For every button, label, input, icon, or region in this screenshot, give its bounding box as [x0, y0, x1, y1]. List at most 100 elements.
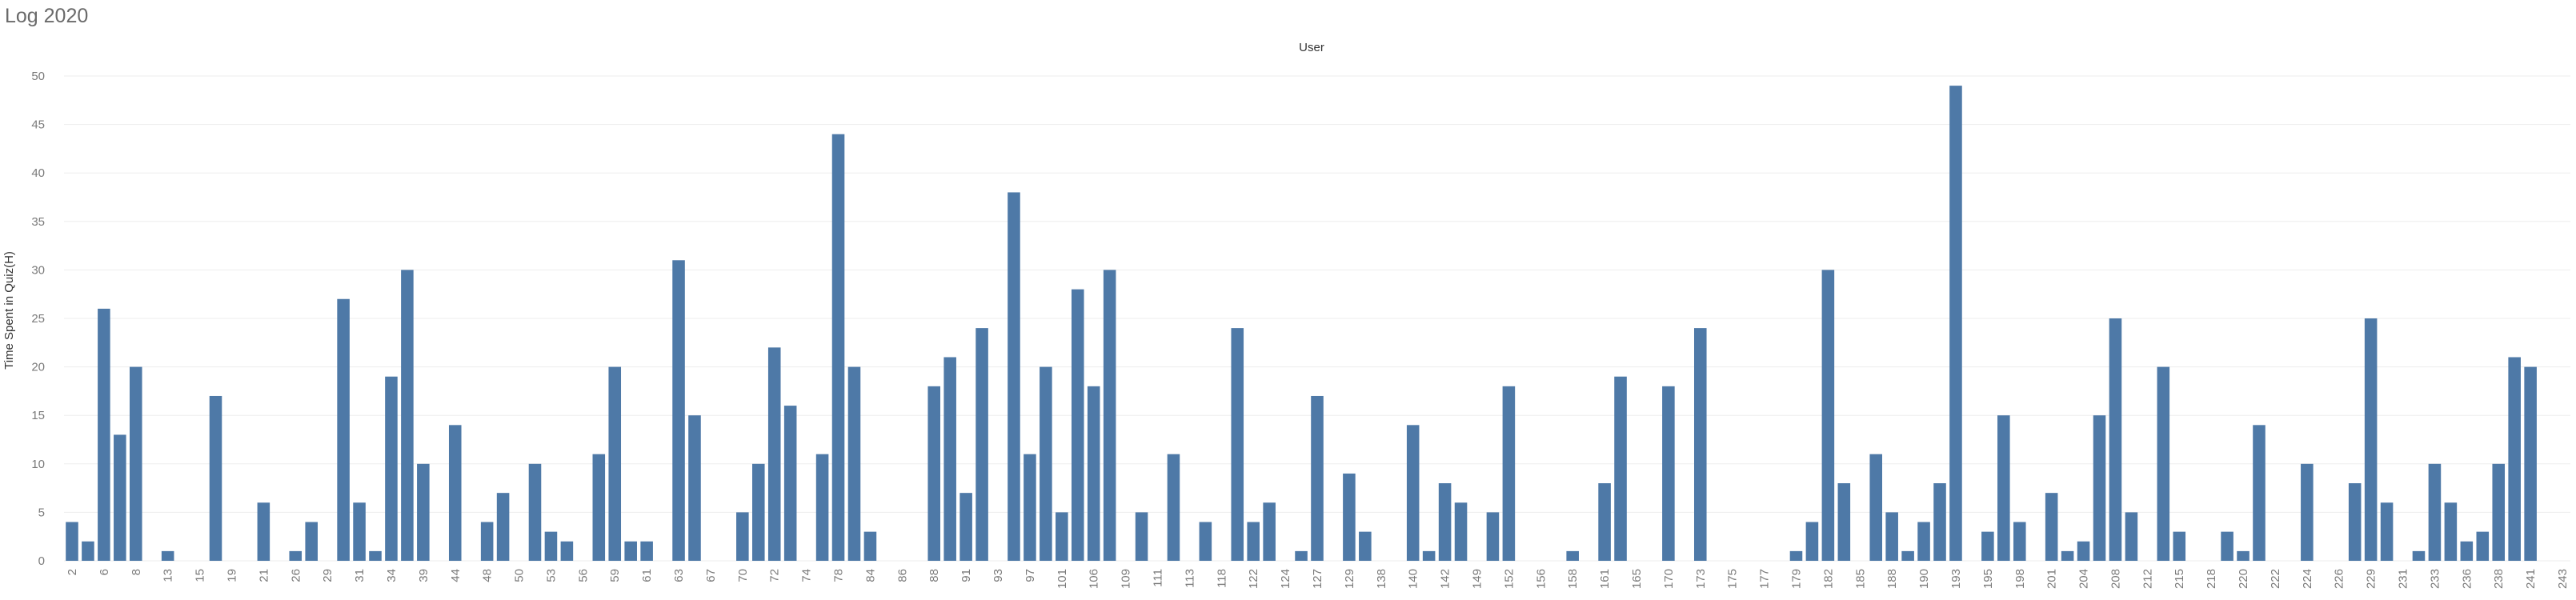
bar-user-77[interactable]: [815, 454, 829, 561]
bar-user-64[interactable]: [688, 415, 701, 561]
bar-user-101[interactable]: [1056, 512, 1068, 561]
bar-user-232[interactable]: [2412, 550, 2426, 561]
bar-user-180[interactable]: [1805, 522, 1819, 561]
bar-user-241[interactable]: [2524, 366, 2537, 561]
bar-user-48[interactable]: [480, 522, 494, 561]
bar-user-79[interactable]: [847, 366, 861, 561]
bar-user-239[interactable]: [2508, 357, 2521, 561]
bar-user-78[interactable]: [831, 134, 845, 562]
bar-user-4[interactable]: [82, 541, 94, 561]
bar-user-31[interactable]: [353, 502, 366, 561]
bar-user-228[interactable]: [2348, 483, 2362, 561]
bar-user-141[interactable]: [1422, 550, 1436, 561]
bar-user-230[interactable]: [2380, 502, 2394, 561]
bar-user-100[interactable]: [1040, 366, 1052, 561]
bar-user-73[interactable]: [783, 406, 797, 561]
bar-user-7[interactable]: [114, 434, 126, 561]
bar-user-13[interactable]: [161, 550, 174, 561]
bar-user-53[interactable]: [544, 531, 558, 561]
bar-user-188[interactable]: [1885, 512, 1898, 561]
bar-user-63[interactable]: [672, 260, 685, 561]
bar-user-221[interactable]: [2253, 425, 2266, 561]
bar-user-107[interactable]: [1103, 270, 1116, 561]
bar-user-182[interactable]: [1821, 270, 1835, 561]
bar-user-2[interactable]: [66, 522, 78, 561]
bar-user-126[interactable]: [1295, 550, 1308, 561]
bar-user-70[interactable]: [736, 512, 749, 561]
bar-user-122[interactable]: [1247, 522, 1260, 561]
bar-user-196[interactable]: [1997, 415, 2010, 561]
bar-user-91[interactable]: [959, 493, 972, 561]
bar-user-183[interactable]: [1837, 483, 1851, 561]
bar-user-215[interactable]: [2173, 531, 2186, 561]
bar-user-190[interactable]: [1917, 522, 1930, 561]
bar-user-164[interactable]: [1614, 376, 1627, 561]
bar-user-61[interactable]: [640, 541, 653, 561]
bar-user-60[interactable]: [624, 541, 637, 561]
bar-user-49[interactable]: [496, 493, 510, 561]
bar-user-170[interactable]: [1662, 386, 1675, 561]
bar-user-127[interactable]: [1311, 395, 1324, 561]
bar-user-198[interactable]: [2013, 522, 2026, 561]
bar-user-129[interactable]: [1343, 473, 1356, 561]
bar-user-152[interactable]: [1502, 386, 1516, 561]
bar-user-220[interactable]: [2237, 550, 2249, 561]
bar-user-121[interactable]: [1231, 328, 1244, 561]
bar-user-204[interactable]: [2077, 541, 2090, 561]
bar-user-106[interactable]: [1087, 386, 1100, 561]
bar-user-147[interactable]: [1454, 502, 1468, 561]
bar-user-90[interactable]: [943, 357, 956, 561]
bar-user-186[interactable]: [1869, 454, 1882, 561]
bar-user-26[interactable]: [289, 550, 302, 561]
bar-user-30[interactable]: [337, 298, 350, 561]
bar-user-238[interactable]: [2492, 463, 2506, 561]
bar-user-123[interactable]: [1263, 502, 1276, 561]
bar-user-150[interactable]: [1486, 512, 1500, 561]
bar-user-103[interactable]: [1071, 289, 1084, 561]
bar-user-203[interactable]: [2061, 550, 2074, 561]
bar-user-8[interactable]: [129, 366, 142, 561]
bar-user-52[interactable]: [528, 463, 542, 561]
bar-user-27[interactable]: [305, 522, 318, 561]
bar-user-130[interactable]: [1359, 531, 1372, 561]
bar-user-39[interactable]: [417, 463, 430, 561]
bar-user-117[interactable]: [1199, 522, 1212, 561]
bar-user-179[interactable]: [1789, 550, 1803, 561]
bar-user-21[interactable]: [257, 502, 270, 561]
bar-user-214[interactable]: [2157, 366, 2170, 561]
bar-user-193[interactable]: [1949, 86, 1962, 562]
bar-user-112[interactable]: [1167, 454, 1180, 561]
bar-user-233[interactable]: [2428, 463, 2442, 561]
bar-user-189[interactable]: [1901, 550, 1914, 561]
bar-user-211[interactable]: [2125, 512, 2138, 561]
bar-user-44[interactable]: [448, 425, 462, 561]
bar-user-33[interactable]: [369, 550, 382, 561]
bar-user-92[interactable]: [976, 328, 988, 561]
bar-user-236[interactable]: [2460, 541, 2474, 561]
bar-user-237[interactable]: [2476, 531, 2490, 561]
bar-user-195[interactable]: [1981, 531, 1994, 561]
bar-user-71[interactable]: [752, 463, 765, 561]
bar-user-161[interactable]: [1598, 483, 1611, 561]
bar-user-208[interactable]: [2109, 318, 2122, 561]
bar-user-142[interactable]: [1438, 483, 1452, 561]
bar-user-55[interactable]: [560, 541, 574, 561]
bar-user-158[interactable]: [1566, 550, 1579, 561]
bar-user-224[interactable]: [2301, 463, 2314, 561]
bar-user-97[interactable]: [1024, 454, 1036, 561]
bar-user-84[interactable]: [863, 531, 877, 561]
bar-user-6[interactable]: [98, 308, 110, 561]
bar-user-201[interactable]: [2045, 493, 2058, 561]
bar-user-34[interactable]: [385, 376, 398, 561]
bar-user-88[interactable]: [927, 386, 941, 561]
bar-user-110[interactable]: [1135, 512, 1148, 561]
bar-user-191[interactable]: [1933, 483, 1946, 561]
bar-user-59[interactable]: [608, 366, 622, 561]
bar-user-72[interactable]: [767, 347, 781, 561]
bar-user-235[interactable]: [2444, 502, 2458, 561]
bar-user-173[interactable]: [1693, 328, 1707, 561]
bar-user-205[interactable]: [2093, 415, 2106, 561]
bar-user-35[interactable]: [401, 270, 414, 561]
bar-user-94[interactable]: [1008, 192, 1020, 561]
bar-user-229[interactable]: [2364, 318, 2378, 561]
